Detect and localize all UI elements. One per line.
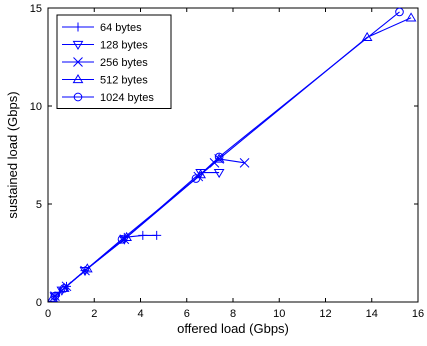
x-tick-label: 2 bbox=[91, 308, 97, 320]
legend-label: 1024 bytes bbox=[100, 92, 154, 104]
x-tick-label: 14 bbox=[366, 308, 378, 320]
data-point bbox=[239, 157, 250, 168]
legend-label: 512 bytes bbox=[100, 75, 148, 87]
data-point bbox=[191, 174, 201, 183]
data-point bbox=[117, 234, 127, 244]
data-point bbox=[59, 283, 69, 293]
data-point bbox=[49, 292, 61, 302]
data-point bbox=[81, 263, 93, 273]
data-point bbox=[58, 282, 70, 292]
data-point bbox=[152, 230, 162, 240]
legend-label: 64 bytes bbox=[100, 22, 142, 34]
legend-entry: 1024 bytes bbox=[62, 92, 154, 104]
data-marks bbox=[47, 7, 417, 302]
legend: 64 bytes 128 bytes 256 bytes 512 bytes 1024 … bbox=[56, 14, 172, 109]
data-point bbox=[47, 292, 58, 302]
data-point bbox=[395, 7, 404, 17]
x-tick-label: 0 bbox=[45, 308, 51, 320]
data-point bbox=[214, 152, 224, 162]
x-tick-label: 8 bbox=[230, 308, 236, 320]
legend-marker bbox=[72, 74, 84, 84]
data-point bbox=[50, 291, 60, 301]
series-4 bbox=[50, 7, 404, 301]
y-axis-label: sustained load (Gbps) bbox=[5, 91, 20, 218]
legend-marker bbox=[73, 22, 83, 32]
x-tick-label: 10 bbox=[273, 308, 285, 320]
x-tick-label: 16 bbox=[412, 308, 424, 320]
x-axis-label: offered load (Gbps) bbox=[177, 321, 289, 336]
data-point bbox=[138, 230, 148, 240]
legend-label: 256 bytes bbox=[100, 57, 148, 69]
legend-marker bbox=[73, 57, 83, 67]
data-point bbox=[405, 12, 417, 22]
legend-label: 128 bytes bbox=[100, 40, 148, 52]
legend-entry: 64 bytes bbox=[62, 22, 142, 34]
y-tick-label: 10 bbox=[30, 101, 42, 113]
y-tick-label: 15 bbox=[30, 3, 42, 15]
axes: 0 2 4 6 8 10 12 14 16 0 5 10 15 offered load (Gbps) su… bbox=[5, 3, 424, 336]
legend-entry: 256 bytes bbox=[62, 57, 148, 69]
data-point bbox=[213, 153, 225, 163]
data-point bbox=[213, 168, 225, 179]
legend-marker bbox=[72, 40, 84, 50]
y-tick-label: 5 bbox=[36, 199, 42, 211]
legend-marker bbox=[73, 92, 83, 102]
data-point bbox=[195, 169, 206, 179]
x-tick-label: 6 bbox=[184, 308, 190, 320]
x-tick-label: 12 bbox=[319, 308, 331, 320]
y-tick-label: 0 bbox=[36, 297, 42, 309]
x-tick-label: 4 bbox=[137, 308, 143, 320]
legend-entry: 512 bytes bbox=[62, 74, 148, 87]
legend-entry: 128 bytes bbox=[62, 40, 148, 52]
series-line bbox=[54, 11, 400, 297]
